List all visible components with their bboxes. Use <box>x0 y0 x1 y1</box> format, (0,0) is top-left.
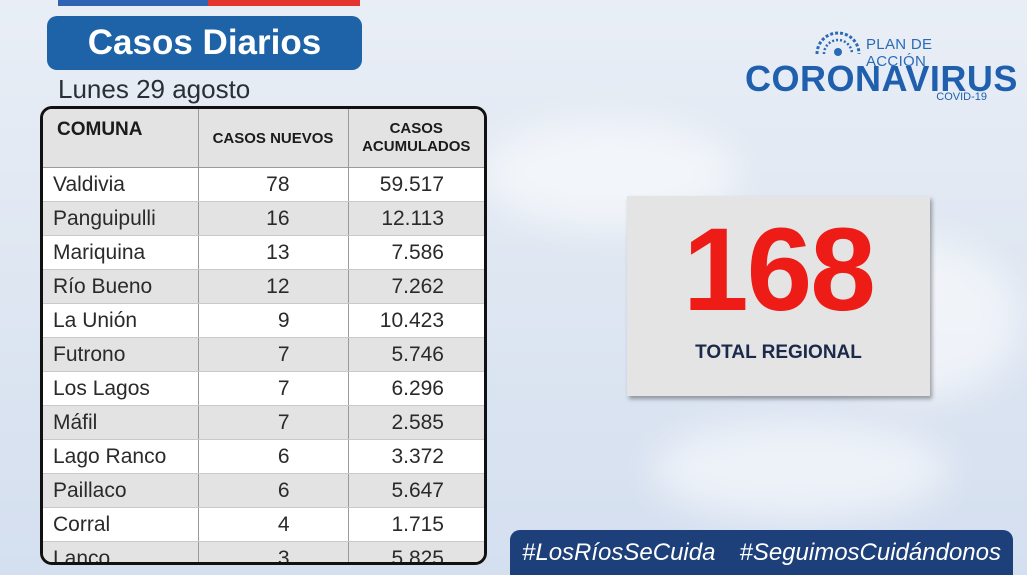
cell-casos-nuevos: 9 <box>198 303 349 338</box>
cell-comuna: La Unión <box>43 303 199 338</box>
cell-casos-nuevos: 78 <box>198 167 349 202</box>
cell-casos-acumulados: 10.423 <box>348 303 484 338</box>
table-row: La Unión 9 10.423 <box>43 303 484 338</box>
flag-stripe <box>58 0 360 6</box>
cell-casos-nuevos: 6 <box>198 473 349 508</box>
table-row: Los Lagos 7 6.296 <box>43 371 484 406</box>
hashtag-los-rios: #LosRíosSeCuida <box>522 538 716 566</box>
total-value: 168 <box>683 204 876 336</box>
cell-comuna: Río Bueno <box>43 269 199 304</box>
cell-comuna: Corral <box>43 507 199 542</box>
table-row: Futrono 7 5.746 <box>43 337 484 372</box>
flag-stripe-blue <box>58 0 208 6</box>
page-title: Casos Diarios <box>47 16 362 70</box>
cell-casos-acumulados: 2.585 <box>348 405 484 440</box>
hashtag-seguimos: #SeguimosCuidándonos <box>739 538 1001 566</box>
cell-comuna: Futrono <box>43 337 199 372</box>
total-regional-card: 168 TOTAL REGIONAL <box>627 196 930 396</box>
cell-comuna: Mariquina <box>43 235 199 270</box>
logo-covid-text: COVID-19 <box>936 91 987 103</box>
cell-comuna: Paillaco <box>43 473 199 508</box>
cell-casos-acumulados: 6.296 <box>348 371 484 406</box>
logo-main-text: CORONAVIRUS <box>745 58 1018 99</box>
background-cloud <box>650 420 950 520</box>
cell-casos-nuevos: 12 <box>198 269 349 304</box>
logo-plan-text: PLAN DE ACCIÓN <box>866 36 933 70</box>
cell-casos-acumulados: 3.372 <box>348 439 484 474</box>
cell-casos-acumulados: 1.715 <box>348 507 484 542</box>
cell-casos-nuevos: 7 <box>198 371 349 406</box>
header-casos-acumulados: CASOS ACUMULADOS <box>348 109 484 168</box>
cell-casos-nuevos: 13 <box>198 235 349 270</box>
total-label: TOTAL REGIONAL <box>695 342 862 363</box>
cell-casos-acumulados: 7.586 <box>348 235 484 270</box>
cell-comuna: Panguipulli <box>43 201 199 236</box>
sun-virus-icon <box>815 31 861 56</box>
table-row: Panguipulli 16 12.113 <box>43 201 484 236</box>
cell-casos-nuevos: 16 <box>198 201 349 236</box>
table-row: Corral 4 1.715 <box>43 507 484 542</box>
cell-casos-acumulados: 5.647 <box>348 473 484 508</box>
table-row: Paillaco 6 5.647 <box>43 473 484 508</box>
report-date: Lunes 29 agosto <box>58 74 251 104</box>
hashtag-banner: #LosRíosSeCuida #SeguimosCuidándonos <box>510 530 1013 575</box>
cell-casos-acumulados: 12.113 <box>348 201 484 236</box>
header-casos-nuevos: CASOS NUEVOS <box>198 109 349 168</box>
cell-comuna: Valdivia <box>43 167 199 202</box>
table-row: Máfil 7 2.585 <box>43 405 484 440</box>
cases-table: COMUNA CASOS NUEVOS CASOS ACUMULADOS Val… <box>40 106 487 565</box>
cell-comuna: Máfil <box>43 405 199 440</box>
cell-comuna: Los Lagos <box>43 371 199 406</box>
cell-casos-nuevos: 3 <box>198 541 349 562</box>
table-header-row: COMUNA CASOS NUEVOS CASOS ACUMULADOS <box>43 109 484 168</box>
cell-casos-acumulados: 5.825 <box>348 541 484 562</box>
cell-casos-nuevos: 7 <box>198 405 349 440</box>
flag-stripe-red <box>208 0 360 6</box>
cell-casos-acumulados: 5.746 <box>348 337 484 372</box>
cell-casos-acumulados: 59.517 <box>348 167 484 202</box>
cell-casos-nuevos: 4 <box>198 507 349 542</box>
cell-casos-acumulados: 7.262 <box>348 269 484 304</box>
table-row: Lanco 3 5.825 <box>43 541 484 562</box>
table-row: Valdivia 78 59.517 <box>43 167 484 202</box>
cell-casos-nuevos: 6 <box>198 439 349 474</box>
cell-casos-nuevos: 7 <box>198 337 349 372</box>
coronavirus-logo: PLAN DE ACCIÓN CORONAVIRUS COVID-19 <box>745 28 1017 108</box>
header-comuna: COMUNA <box>43 109 199 168</box>
cell-comuna: Lago Ranco <box>43 439 199 474</box>
table-row: Río Bueno 12 7.262 <box>43 269 484 304</box>
table-row: Lago Ranco 6 3.372 <box>43 439 484 474</box>
table-row: Mariquina 13 7.586 <box>43 235 484 270</box>
cell-comuna: Lanco <box>43 541 199 562</box>
